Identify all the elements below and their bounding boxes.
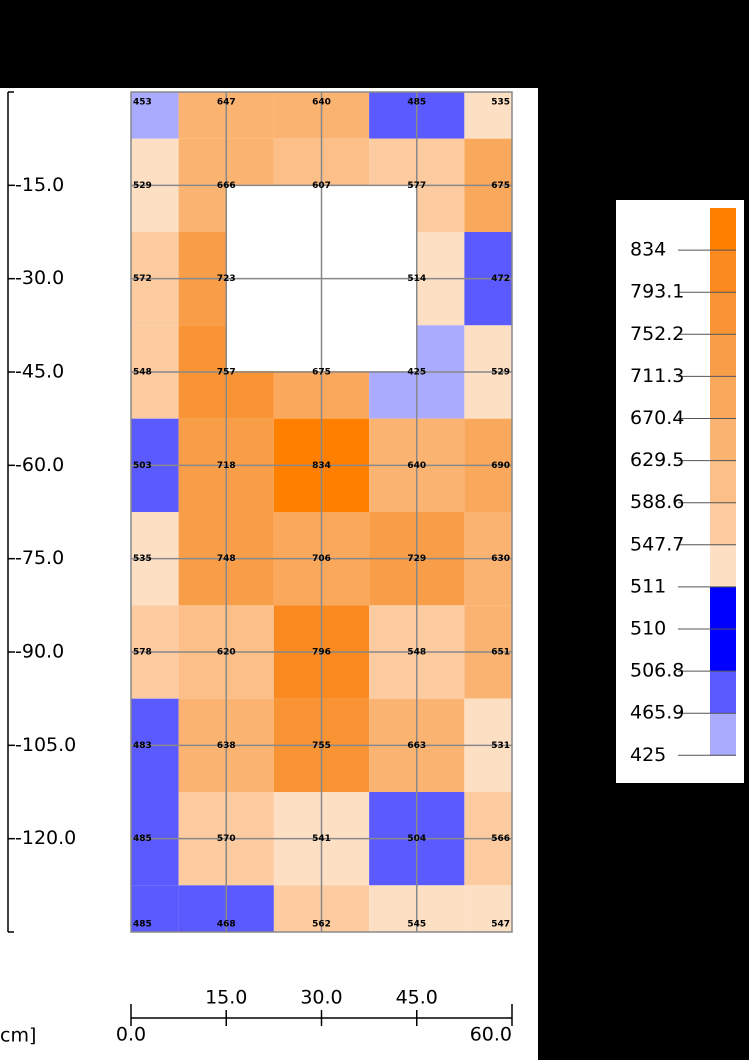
legend-label: 511 <box>630 575 666 597</box>
x-tick-label: 0.0 <box>116 1024 146 1046</box>
node-label: 514 <box>407 274 426 284</box>
legend-label: 711.3 <box>630 365 684 387</box>
node-label: 547 <box>491 920 510 930</box>
legend-label: 752.2 <box>630 323 684 345</box>
node-label: 577 <box>407 181 426 191</box>
node-label: 566 <box>491 834 510 844</box>
x-tick-label: 15.0 <box>205 987 247 1009</box>
node-label: 651 <box>491 648 510 658</box>
node-label: 578 <box>133 648 152 658</box>
node-label: 675 <box>312 368 331 378</box>
legend-band <box>710 292 736 335</box>
node-label: 638 <box>217 741 236 751</box>
legend-label: 547.7 <box>630 533 684 555</box>
legend-band <box>710 671 736 714</box>
legend-band <box>710 629 736 672</box>
contour-cell <box>131 92 179 139</box>
node-label: 718 <box>217 461 236 471</box>
legend-label: 834 <box>630 239 666 261</box>
node-label: 729 <box>407 554 426 564</box>
node-label: 529 <box>491 368 510 378</box>
node-label: 468 <box>217 920 236 930</box>
x-tick-label: 60.0 <box>470 1024 512 1046</box>
node-label: 607 <box>312 181 331 191</box>
node-label: 485 <box>133 920 152 930</box>
contour-cell <box>464 885 512 932</box>
node-label: 529 <box>133 181 152 191</box>
node-label: 757 <box>217 368 236 378</box>
node-label: 535 <box>133 554 152 564</box>
legend-label: 670.4 <box>630 407 684 429</box>
node-label: 647 <box>217 98 236 108</box>
legend-label: 588.6 <box>630 491 684 513</box>
node-label: 548 <box>133 368 152 378</box>
legend-band <box>710 713 736 756</box>
legend-band <box>710 586 736 630</box>
node-label: 640 <box>407 461 426 471</box>
y-tick-label: -120.0 <box>15 827 76 849</box>
node-label: 755 <box>312 741 331 751</box>
node-label: 425 <box>407 368 426 378</box>
node-label: 723 <box>217 274 236 284</box>
legend-label: 793.1 <box>630 281 684 303</box>
legend-band <box>710 208 736 251</box>
node-label: 666 <box>217 181 236 191</box>
node-label: 690 <box>491 461 510 471</box>
legend-band <box>710 250 736 293</box>
x-axis-label: cm] <box>0 1025 36 1047</box>
legend-band <box>710 334 736 377</box>
y-tick-label: -90.0 <box>15 641 64 663</box>
y-tick-label: -60.0 <box>15 454 64 476</box>
legend-band <box>710 418 736 462</box>
node-label: 562 <box>312 920 331 930</box>
y-tick-label: -75.0 <box>15 547 64 569</box>
x-tick-label: 45.0 <box>396 987 438 1009</box>
legend-label: 629.5 <box>630 449 684 471</box>
contour-cell <box>464 92 512 139</box>
legend-label: 506.8 <box>630 660 684 682</box>
node-label: 531 <box>491 741 510 751</box>
node-label: 748 <box>217 554 236 564</box>
y-tick-label: -30.0 <box>15 267 64 289</box>
node-label: 503 <box>133 461 152 471</box>
node-label: 834 <box>312 461 331 471</box>
legend-band <box>710 460 736 504</box>
node-label: 485 <box>407 98 426 108</box>
node-label: 541 <box>312 834 331 844</box>
node-label: 572 <box>133 274 152 284</box>
node-label: 640 <box>312 98 331 108</box>
plot-frame <box>130 91 513 933</box>
legend-band <box>710 544 736 588</box>
node-label: 485 <box>133 834 152 844</box>
node-label: 796 <box>312 648 331 658</box>
node-label: 548 <box>407 648 426 658</box>
contour-cell <box>131 885 179 932</box>
legend-label: 465.9 <box>630 702 684 724</box>
y-tick-label: -15.0 <box>15 174 64 196</box>
node-label: 504 <box>407 834 426 844</box>
node-label: 663 <box>407 741 426 751</box>
legend-band <box>710 502 736 546</box>
legend-label: 510 <box>630 618 666 640</box>
y-tick-label: -105.0 <box>15 734 76 756</box>
node-label: 483 <box>133 741 152 751</box>
legend-band <box>710 376 736 419</box>
node-label: 453 <box>133 98 152 108</box>
node-label: 706 <box>312 554 331 564</box>
legend-label: 425 <box>630 744 666 766</box>
node-label: 472 <box>491 274 510 284</box>
x-tick-label: 30.0 <box>300 987 342 1009</box>
y-tick-label: -45.0 <box>15 361 64 383</box>
node-label: 630 <box>491 554 510 564</box>
node-label: 570 <box>217 834 236 844</box>
node-label: 675 <box>491 181 510 191</box>
node-label: 535 <box>491 98 510 108</box>
node-label: 620 <box>217 648 236 658</box>
node-label: 545 <box>407 920 426 930</box>
